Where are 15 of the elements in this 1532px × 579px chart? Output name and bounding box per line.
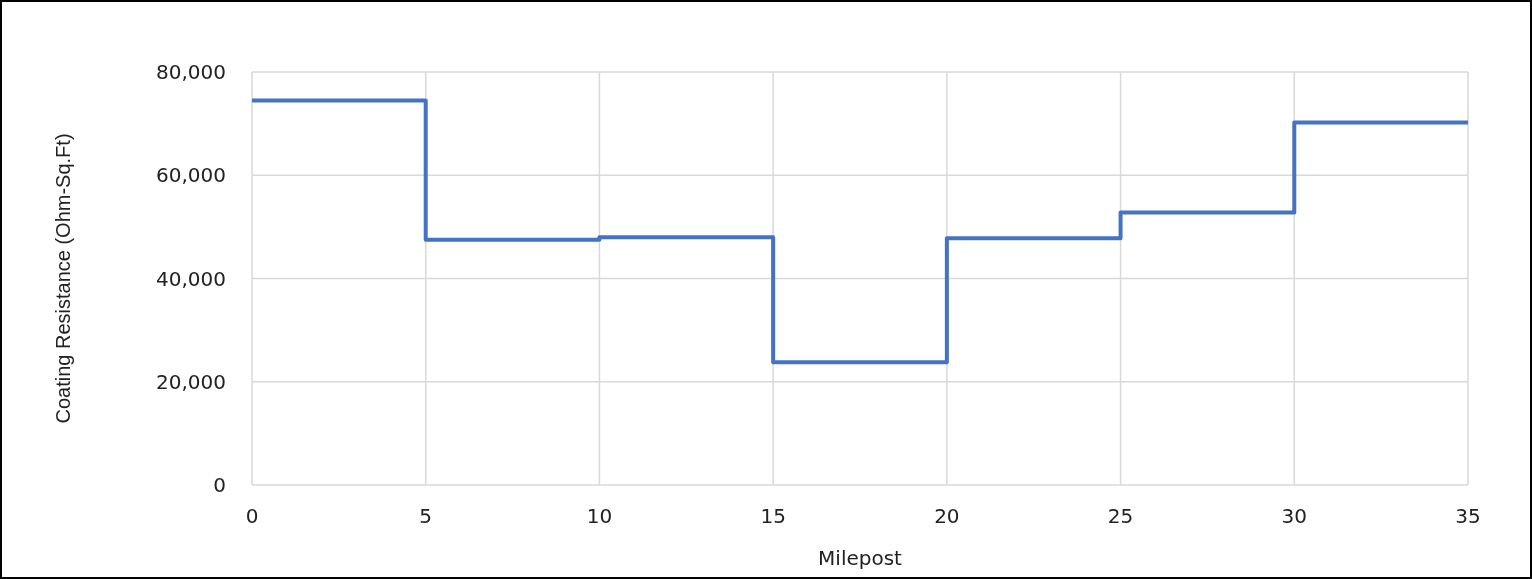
- x-tick-label: 0: [245, 504, 259, 528]
- x-tick-label: 10: [586, 504, 613, 528]
- x-tick-label: 15: [760, 504, 786, 528]
- y-tick-label: 60,000: [156, 163, 226, 188]
- x-axis-title: Milepost: [818, 546, 903, 570]
- x-tick-label: 25: [1107, 504, 1134, 528]
- y-axis-title: Coating Resistance (Ohm-Sq.Ft): [52, 133, 74, 424]
- y-tick-label: 0: [213, 473, 226, 497]
- x-tick-label: 5: [419, 504, 433, 528]
- x-tick-label: 20: [934, 504, 960, 528]
- y-tick-label: 80,000: [156, 60, 226, 84]
- x-tick-label: 35: [1455, 504, 1481, 528]
- x-tick-label: 30: [1281, 504, 1308, 528]
- y-tick-label: 20,000: [156, 369, 226, 394]
- y-tick-label: 40,000: [156, 266, 226, 291]
